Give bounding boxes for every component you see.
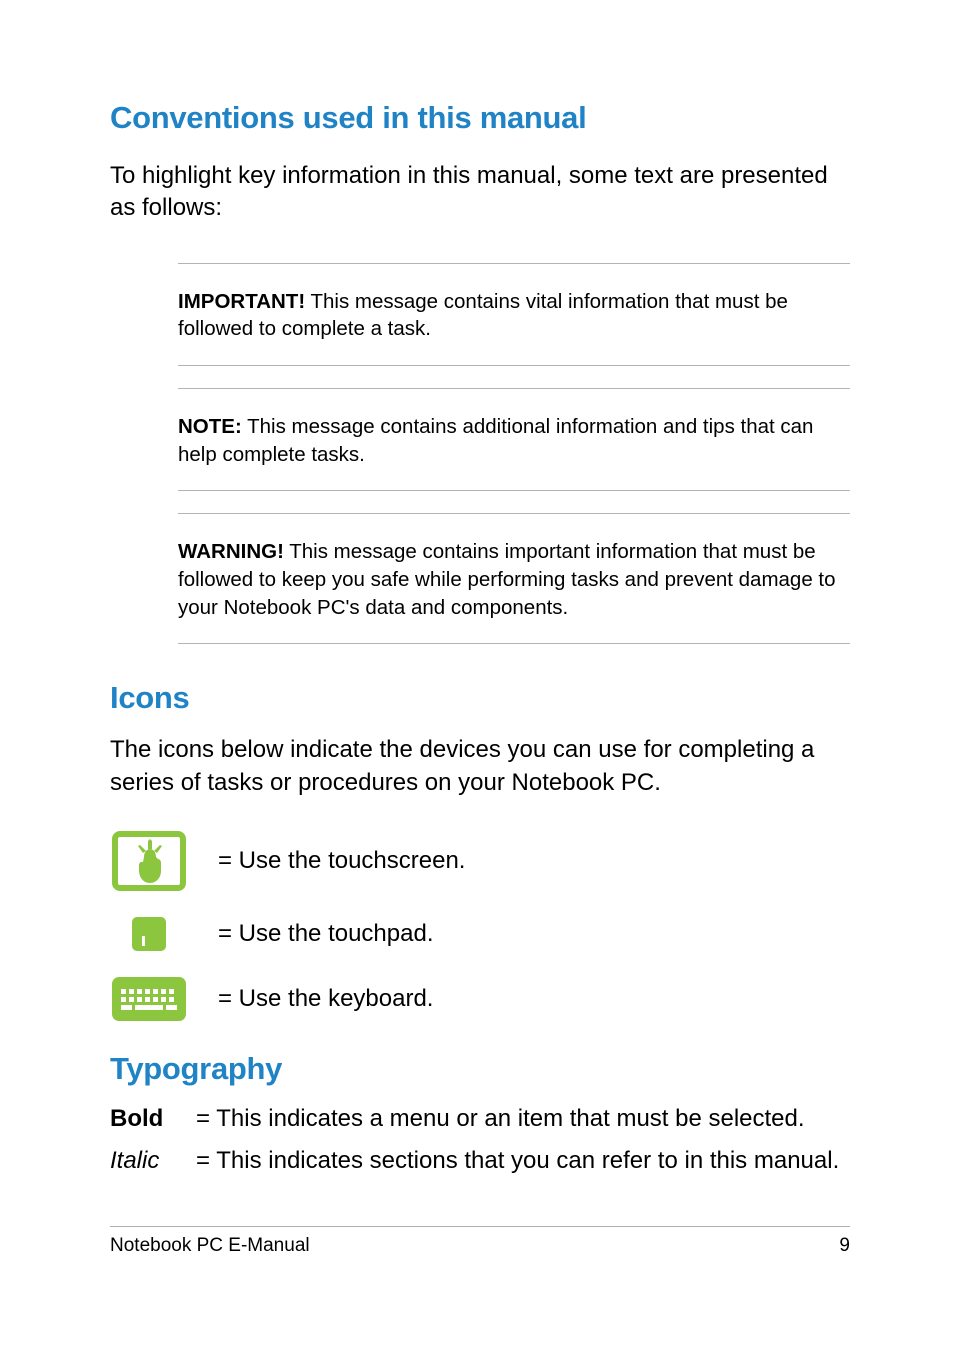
footer-doc-title: Notebook PC E-Manual xyxy=(110,1235,310,1257)
keyboard-icon xyxy=(110,977,188,1021)
icon-row-keyboard: = Use the keyboard. xyxy=(110,977,850,1021)
icon-desc: = Use the keyboard. xyxy=(218,985,433,1013)
icons-heading: Icons xyxy=(110,680,850,716)
icon-row-touchscreen: = Use the touchscreen. xyxy=(110,831,850,891)
icons-list: = Use the touchscreen. = Use the touchpa… xyxy=(110,831,850,1021)
callout-note: NOTE: This message contains additional i… xyxy=(178,388,850,491)
callout-text: This message contains additional informa… xyxy=(178,415,813,466)
callout-warning: WARNING! This message contains important… xyxy=(178,513,850,644)
conventions-heading: Conventions used in this manual xyxy=(110,100,850,136)
typography-label: Italic xyxy=(110,1147,196,1175)
icons-intro: The icons below indicate the devices you… xyxy=(110,734,850,799)
typography-row-bold: Bold = This indicates a menu or an item … xyxy=(110,1105,850,1133)
typography-desc: = This indicates a menu or an item that … xyxy=(196,1105,805,1133)
page-footer: Notebook PC E-Manual 9 xyxy=(110,1226,850,1257)
typography-row-italic: Italic = This indicates sections that yo… xyxy=(110,1147,850,1175)
touchpad-icon xyxy=(110,917,188,951)
conventions-intro: To highlight key information in this man… xyxy=(110,160,850,225)
callout-important: IMPORTANT! This message contains vital i… xyxy=(178,263,850,366)
typography-label: Bold xyxy=(110,1105,196,1133)
typography-list: Bold = This indicates a menu or an item … xyxy=(110,1105,850,1175)
icon-row-touchpad: = Use the touchpad. xyxy=(110,917,850,951)
callouts-group: IMPORTANT! This message contains vital i… xyxy=(178,263,850,645)
typography-desc: = This indicates sections that you can r… xyxy=(196,1147,839,1175)
touchscreen-icon xyxy=(110,831,188,891)
icon-desc: = Use the touchpad. xyxy=(218,920,433,948)
callout-lead: NOTE: xyxy=(178,415,242,438)
typography-heading: Typography xyxy=(110,1051,850,1087)
footer-page-number: 9 xyxy=(839,1235,850,1257)
callout-lead: WARNING! xyxy=(178,540,284,563)
callout-lead: IMPORTANT! xyxy=(178,290,305,313)
page-content: Conventions used in this manual To highl… xyxy=(0,0,954,1175)
icon-desc: = Use the touchscreen. xyxy=(218,847,465,875)
